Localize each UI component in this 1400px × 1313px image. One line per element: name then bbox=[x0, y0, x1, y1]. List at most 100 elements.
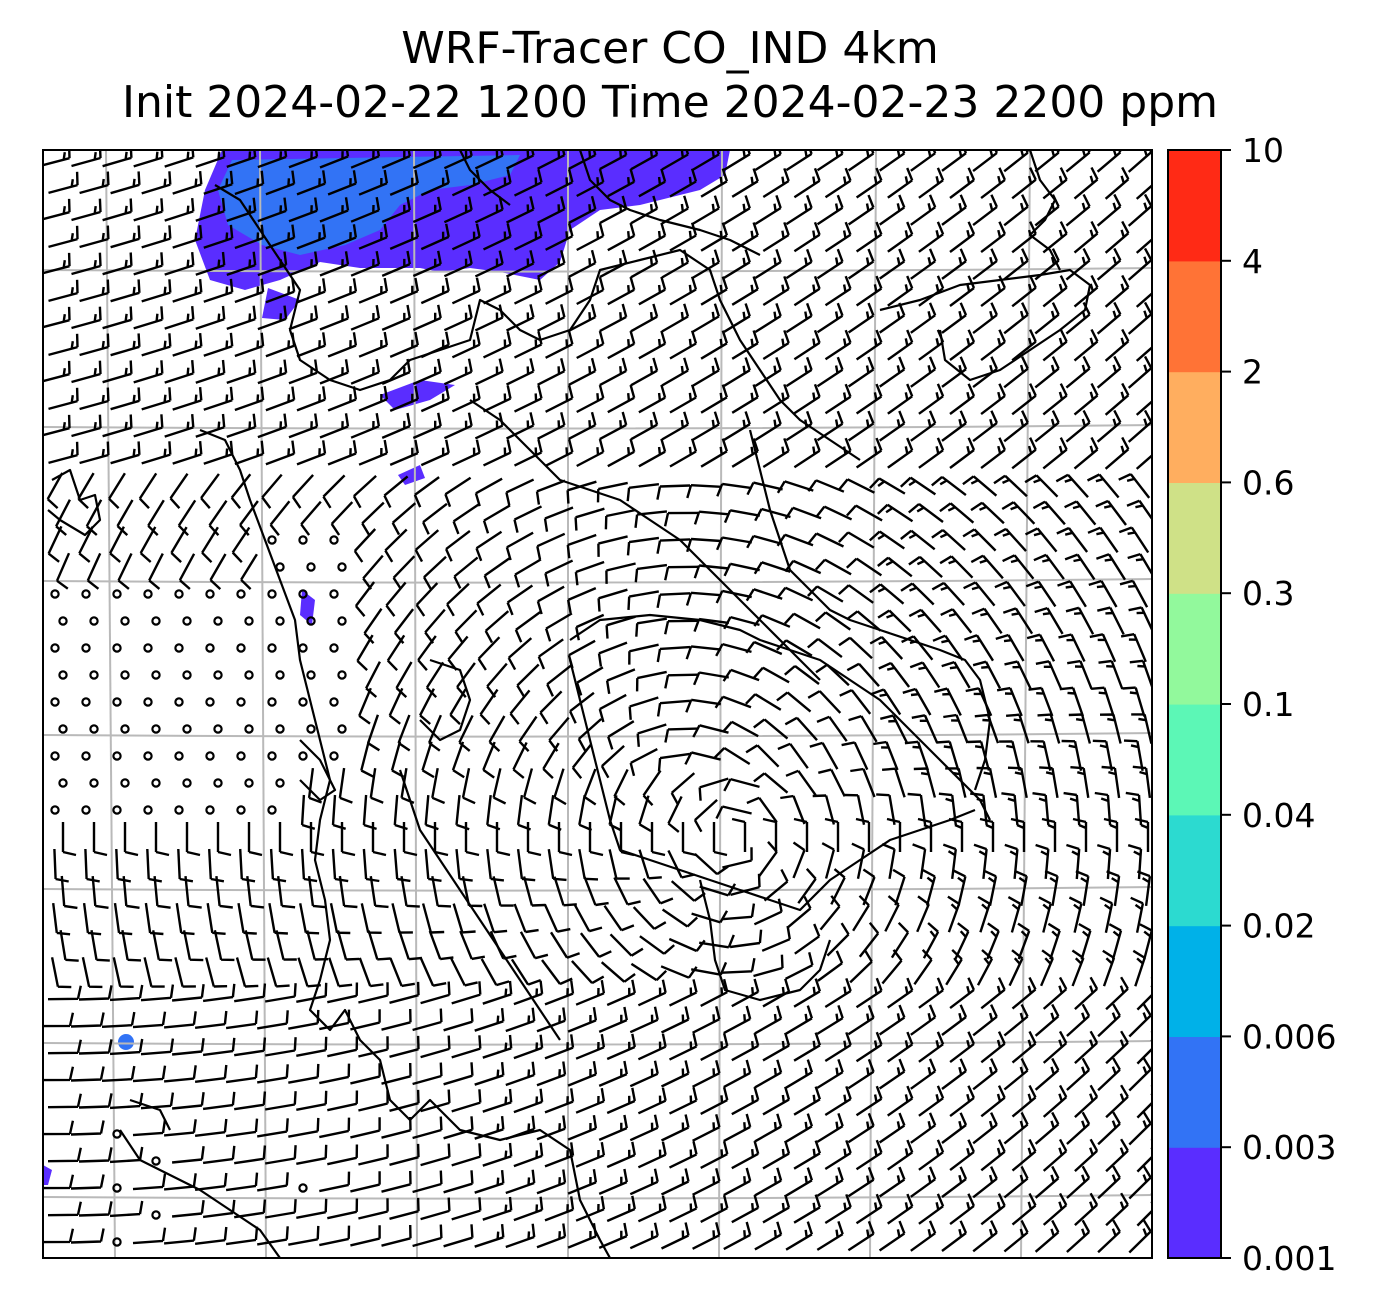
calm-wind-circle bbox=[329, 535, 339, 545]
wind-barb bbox=[195, 359, 226, 384]
wind-barb bbox=[793, 383, 821, 415]
wind-barb bbox=[1068, 896, 1083, 933]
colorbar-segment bbox=[1168, 925, 1221, 1037]
wind-barb bbox=[300, 500, 322, 536]
wind-barb bbox=[398, 930, 423, 961]
wind-barb bbox=[972, 410, 998, 443]
wind-barb bbox=[826, 922, 850, 957]
wind-barb bbox=[195, 305, 226, 330]
figure-subtitle: Init 2024-02-22 1200 Time 2024-02-23 220… bbox=[121, 77, 1219, 128]
wind-barb bbox=[661, 150, 690, 171]
wind-barb bbox=[841, 741, 869, 771]
wind-barb bbox=[113, 902, 133, 936]
wind-barb bbox=[668, 979, 698, 1007]
wind-barb bbox=[354, 581, 376, 617]
wind-barb bbox=[899, 476, 937, 496]
wind-barb bbox=[567, 1007, 598, 1033]
calm-wind-circle bbox=[81, 805, 91, 815]
wind-barb bbox=[543, 506, 574, 532]
wind-barb bbox=[638, 168, 667, 198]
wind-barb bbox=[492, 768, 507, 805]
wind-barb bbox=[1038, 896, 1052, 933]
wind-barb bbox=[371, 822, 387, 857]
wind-barb bbox=[451, 1197, 482, 1221]
wind-barb bbox=[939, 502, 975, 524]
wind-barb bbox=[754, 249, 782, 280]
wind-barb bbox=[444, 476, 472, 508]
calm-wind-circle bbox=[143, 751, 153, 761]
colorbar-tick-label: 0.006 bbox=[1242, 1017, 1336, 1056]
wind-barb bbox=[879, 302, 906, 334]
wind-barb bbox=[855, 383, 883, 415]
wind-barb bbox=[692, 1114, 721, 1142]
wind-barb bbox=[153, 875, 171, 909]
wind-barb bbox=[753, 954, 784, 978]
calm-wind-circle bbox=[213, 616, 223, 626]
wind-barb bbox=[43, 252, 71, 275]
wind-barb bbox=[902, 687, 932, 716]
wind-barb bbox=[1096, 553, 1127, 581]
wind-barb bbox=[628, 696, 659, 720]
wind-barb bbox=[77, 472, 95, 509]
wind-barb bbox=[389, 1197, 420, 1220]
wind-barb bbox=[78, 1147, 113, 1163]
wind-barb bbox=[1098, 659, 1124, 690]
calm-wind-circle bbox=[120, 616, 130, 626]
wind-barb bbox=[685, 591, 722, 606]
wind-barb bbox=[901, 635, 934, 661]
wind-barb bbox=[172, 386, 203, 411]
wind-barb bbox=[792, 841, 806, 879]
wind-barb bbox=[1003, 1111, 1029, 1145]
wind-barb bbox=[1003, 410, 1029, 443]
wind-barb bbox=[482, 439, 512, 467]
wind-barb bbox=[629, 1006, 659, 1034]
wind-barb bbox=[474, 412, 504, 440]
wind-barb bbox=[910, 248, 937, 280]
wind-barb bbox=[571, 960, 605, 985]
wind-barb bbox=[413, 476, 440, 508]
wind-barb bbox=[257, 305, 288, 331]
wind-barb bbox=[275, 930, 297, 961]
wind-barb bbox=[257, 413, 288, 439]
wind-barb bbox=[381, 358, 411, 386]
wind-barb bbox=[892, 868, 906, 906]
wind-barb bbox=[993, 474, 1028, 498]
wind-barb bbox=[381, 1008, 412, 1031]
wind-barb bbox=[845, 557, 883, 577]
wind-barb bbox=[1097, 1057, 1121, 1092]
wind-barb bbox=[108, 472, 126, 509]
wind-barb bbox=[629, 1114, 659, 1142]
wind-barb bbox=[172, 278, 203, 303]
calm-wind-circle bbox=[81, 643, 91, 653]
wind-barb bbox=[794, 923, 821, 955]
wind-barb bbox=[731, 330, 759, 360]
calm-wind-circle bbox=[174, 697, 184, 707]
calm-wind-circle bbox=[120, 724, 130, 734]
calm-wind-circle bbox=[81, 751, 91, 761]
wind-barb bbox=[483, 557, 510, 589]
wind-barb bbox=[482, 1142, 513, 1167]
wind-barb bbox=[1135, 329, 1152, 362]
wind-barb bbox=[412, 196, 442, 224]
wind-barb bbox=[484, 610, 510, 644]
wind-barb bbox=[1097, 606, 1125, 635]
wind-barb bbox=[731, 276, 759, 306]
wind-barb bbox=[627, 590, 660, 610]
wind-barb bbox=[43, 1228, 75, 1244]
wind-barb bbox=[753, 614, 791, 628]
wind-barb bbox=[692, 1060, 721, 1088]
wind-barb bbox=[43, 1174, 75, 1190]
wind-barb bbox=[879, 248, 906, 280]
wind-barb bbox=[109, 984, 144, 1002]
colorbar-tick-label: 10 bbox=[1242, 131, 1284, 170]
plume-patch bbox=[262, 288, 300, 320]
wind-barb bbox=[420, 385, 450, 413]
wind-barb bbox=[1091, 686, 1115, 717]
calm-wind-circle bbox=[151, 778, 161, 788]
wind-barb bbox=[43, 306, 71, 329]
wind-barb bbox=[1037, 713, 1061, 744]
wind-barb bbox=[980, 1139, 1006, 1172]
wind-barb bbox=[568, 411, 597, 440]
wind-barb bbox=[513, 1088, 544, 1114]
wind-barb bbox=[474, 477, 503, 507]
